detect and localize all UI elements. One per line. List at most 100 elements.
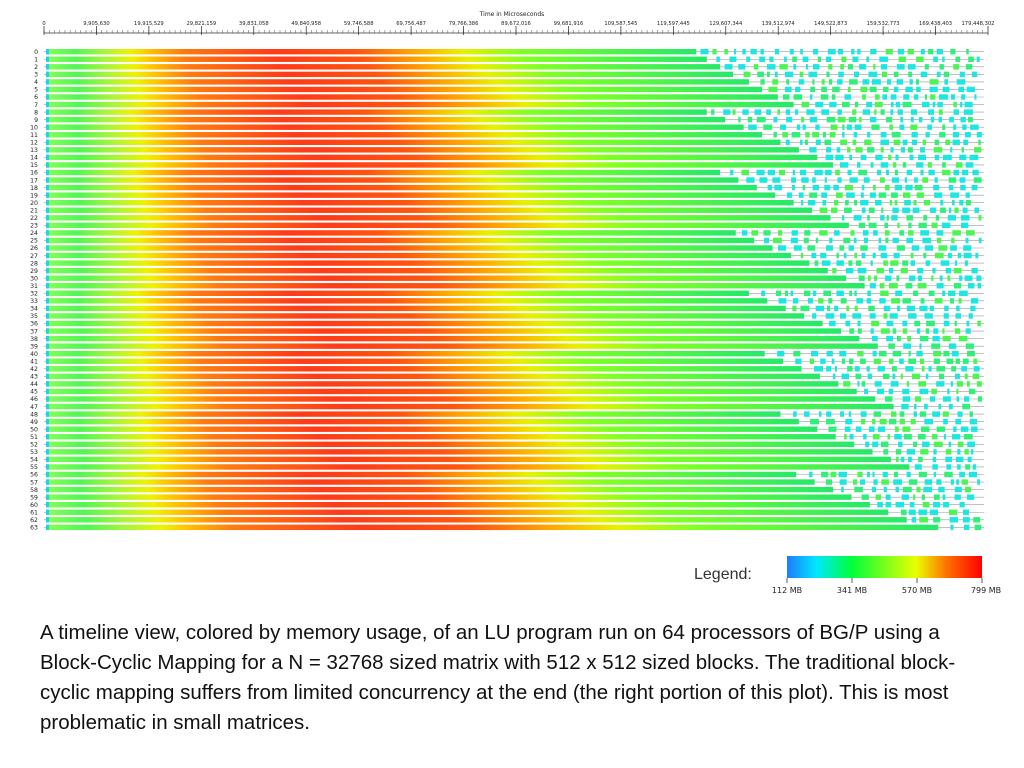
row-tail-segment [938,116,942,123]
row-memory-bar [46,162,834,168]
row-tail-segment [908,358,917,364]
row-tail-segment [815,237,819,244]
row-tail-segment [812,313,817,319]
row-memory-bar [46,215,831,221]
row-memory-bar [46,109,707,115]
row-memory-bar [46,116,726,123]
row-tail-segment [763,230,771,236]
row-tail-segment [964,260,968,266]
row-tail-segment [854,252,858,259]
row-tail-segment [794,109,799,115]
row-tail-segment [900,267,908,274]
row-tail-segment [954,494,961,500]
row-tail-segment [759,56,766,62]
row-memory-bar [46,260,810,266]
row-tail-segment [894,184,903,191]
row-tail-segment [855,366,860,372]
row-tail-segment [956,79,966,85]
row-tail-segment [902,426,911,432]
legend-tick-label: 341 MB [837,586,867,595]
row-tail-segment [750,49,757,55]
row-tail-segment [953,267,962,274]
row-tail-segment [948,184,954,191]
row-start-segment [46,298,49,304]
row-tail-segment [793,245,802,251]
row-tail-segment [881,479,889,485]
row-start-segment [46,403,49,410]
row-start-segment [46,139,49,145]
row-tail-segment [936,366,946,372]
row-tail-segment [950,245,957,251]
row-tail-segment [936,71,941,78]
row-tail-segment [976,56,980,62]
row-tail-segment [963,245,972,251]
row-tail-segment [885,275,892,281]
row-tail-segment [828,79,833,85]
row-memory-bar [46,358,784,364]
row-start-segment [46,373,49,380]
row-tail-segment [768,86,778,93]
row-tail-segment [862,94,866,100]
row-tail-segment [730,169,734,176]
row-tail-segment [878,192,887,198]
legend-tick-label: 112 MB [772,586,802,595]
row-tail-segment [921,366,925,372]
row-tail-segment [931,222,938,229]
row-tail-segment [934,252,944,259]
row-tail-segment [963,139,968,145]
row-start-segment [46,260,49,266]
row-tail-segment [879,418,887,425]
row-tail-segment [822,200,827,206]
row-tail-segment [908,147,913,153]
row-tail-segment [870,260,873,266]
row-tail-segment [868,207,875,213]
row-tail-segment [912,373,920,380]
row-tail-segment [896,275,900,281]
row-tail-segment [885,49,893,55]
row-tail-segment [922,502,930,508]
row-label: 26 [30,245,38,252]
row-tail-segment [807,245,816,251]
row-tail-segment [845,320,851,327]
row-tail-segment [868,305,875,312]
row-tail-segment [917,275,923,281]
row-tail-segment [917,283,927,289]
row-tail-segment [936,230,944,236]
row-tail-segment [925,373,929,380]
row-tail-segment [970,298,979,304]
row-tail-segment [972,373,980,380]
row-tail-segment [782,94,790,100]
row-tail-segment [921,494,926,500]
row-tail-segment [939,64,944,70]
row-tail-segment [933,441,943,447]
row-tail-segment [852,139,857,145]
row-tail-segment [777,245,787,251]
row-memory-bar [46,426,818,432]
row-tail-segment [953,283,962,289]
row-memory-bar [46,524,939,531]
row-tail-segment [826,351,833,357]
row-label: 62 [30,517,38,524]
row-tail-segment [925,260,931,266]
row-tail-segment [971,267,978,274]
x-tick-label: 69,756,487 [396,21,426,27]
row-tail-segment [835,154,844,161]
row-start-segment [46,192,49,198]
row-tail-segment [897,335,901,342]
row-start-segment [46,343,49,349]
row-tail-segment [786,116,793,123]
row-tail-segment [890,109,894,115]
x-tick-label: 9,905,630 [83,21,109,27]
row-tail-segment [818,298,824,304]
row-tail-segment [951,351,959,357]
row-tail-segment [815,124,820,130]
row-tail-segment [800,139,803,145]
row-label: 3 [34,72,38,79]
row-tail-segment [724,64,733,70]
row-tail-segment [905,283,913,289]
row-tail-segment [944,79,949,85]
row-tail-segment [956,396,960,402]
row-tail-segment [849,154,853,161]
row-tail-segment [936,426,945,432]
row-tail-segment [860,86,868,93]
